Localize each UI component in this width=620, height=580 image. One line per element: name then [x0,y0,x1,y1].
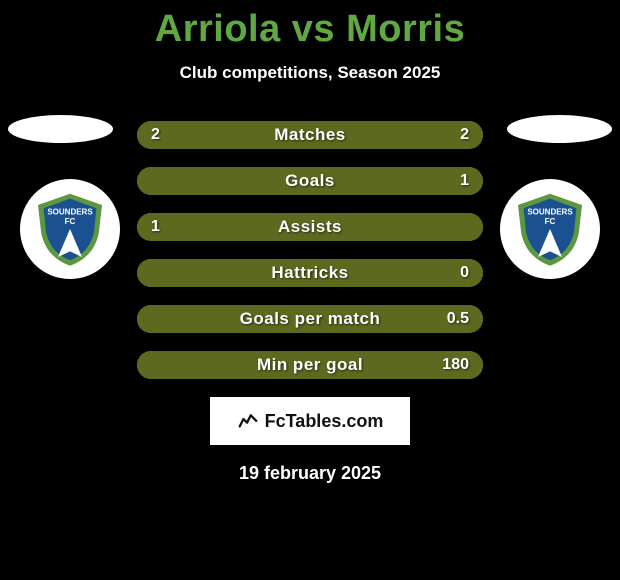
stat-label: Assists [137,217,483,237]
page-title: Arriola vs Morris [0,0,620,51]
team-badge-right: SOUNDERS FC [500,179,600,279]
stat-overlay: Hattricks0 [137,259,483,287]
svg-text:SOUNDERS: SOUNDERS [527,208,573,217]
branding-badge: FcTables.com [210,397,410,445]
stat-overlay: Goals per match0.5 [137,305,483,333]
fctables-logo-icon [237,408,259,435]
sounders-crest-icon: SOUNDERS FC [510,189,590,269]
player-slot-right [507,115,612,143]
stat-row: Min per goal180 [137,351,483,379]
svg-text:FC: FC [545,217,556,226]
stat-row: 2Matches2 [137,121,483,149]
svg-text:FC: FC [65,217,76,226]
team-badge-left: SOUNDERS FC [20,179,120,279]
stat-label: Min per goal [137,355,483,375]
stat-row: Goals1 [137,167,483,195]
stat-overlay: 2Matches2 [137,121,483,149]
branding-text: FcTables.com [265,411,384,432]
stat-overlay: Min per goal180 [137,351,483,379]
subtitle: Club competitions, Season 2025 [0,63,620,83]
stat-label: Matches [137,125,483,145]
comparison-panel: SOUNDERS FC SOUNDERS FC 2Matches2 Goals1 1… [0,121,620,484]
svg-text:SOUNDERS: SOUNDERS [47,208,93,217]
date-text: 19 february 2025 [0,463,620,484]
stat-row: Goals per match0.5 [137,305,483,333]
stat-overlay: 1Assists [137,213,483,241]
stat-label: Goals [137,171,483,191]
stats-list: 2Matches2 Goals1 1Assists Hattricks0 Goals p… [137,121,483,379]
player-slot-left [8,115,113,143]
sounders-crest-icon: SOUNDERS FC [30,189,110,269]
stat-overlay: Goals1 [137,167,483,195]
stat-row: Hattricks0 [137,259,483,287]
stat-row: 1Assists [137,213,483,241]
stat-label: Goals per match [137,309,483,329]
stat-label: Hattricks [137,263,483,283]
